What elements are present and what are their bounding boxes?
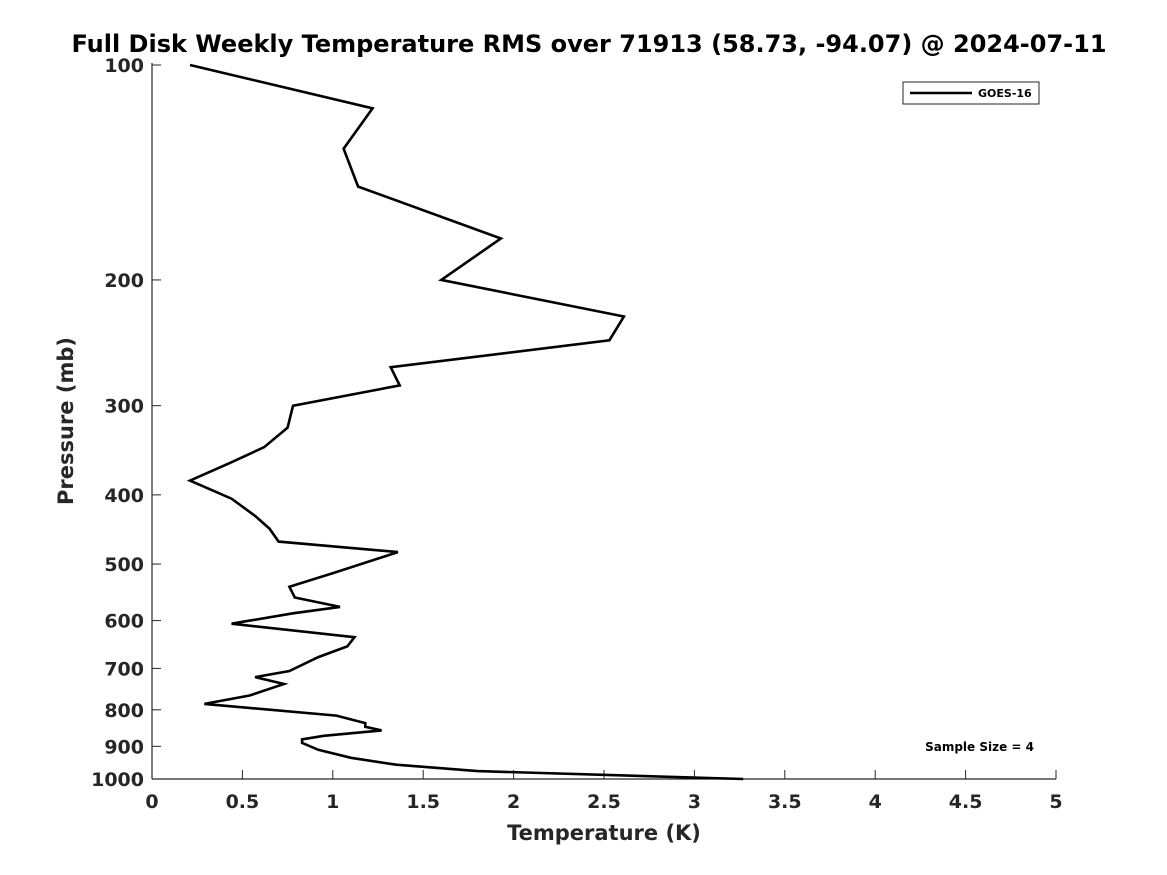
y-tick-label: 900 — [104, 736, 144, 758]
chart-title: Full Disk Weekly Temperature RMS over 71… — [71, 30, 1106, 58]
y-tick-label: 500 — [104, 554, 144, 576]
y-tick-label: 600 — [104, 611, 144, 633]
y-tick-label: 300 — [104, 396, 144, 418]
y-tick-label: 200 — [104, 270, 144, 292]
x-tick-label: 2 — [507, 791, 520, 813]
y-ticks: 100 200 300 400 500 600 700 800 900 1000 — [91, 55, 161, 791]
y-tick-label: 1000 — [91, 769, 144, 791]
x-tick-label: 1.5 — [406, 791, 440, 813]
y-tick-label: 400 — [104, 485, 144, 507]
x-tick-label: 3.5 — [768, 791, 802, 813]
x-tick-label: 3 — [688, 791, 701, 813]
x-tick-label: 5 — [1049, 791, 1062, 813]
series-layer — [186, 63, 744, 781]
series-line-goes-16 — [186, 63, 744, 781]
y-axis-label: Pressure (mb) — [54, 337, 78, 505]
legend: GOES-16 — [902, 81, 1040, 105]
sample-size-annotation: Sample Size = 4 — [925, 740, 1034, 754]
x-tick-label: 1 — [326, 791, 339, 813]
y-tick-label: 700 — [104, 658, 144, 680]
x-tick-label: 2.5 — [587, 791, 621, 813]
x-axis-label: Temperature (K) — [507, 821, 701, 845]
y-tick-label: 800 — [104, 700, 144, 722]
x-tick-label: 0.5 — [226, 791, 260, 813]
y-tick-label: 100 — [104, 55, 144, 77]
legend-label: GOES-16 — [978, 87, 1032, 100]
x-tick-label: 0 — [145, 791, 158, 813]
x-ticks: 0 0.5 1 1.5 2 2.5 3 3.5 4 4.5 5 — [145, 770, 1063, 813]
x-tick-label: 4 — [869, 791, 882, 813]
x-tick-label: 4.5 — [949, 791, 983, 813]
